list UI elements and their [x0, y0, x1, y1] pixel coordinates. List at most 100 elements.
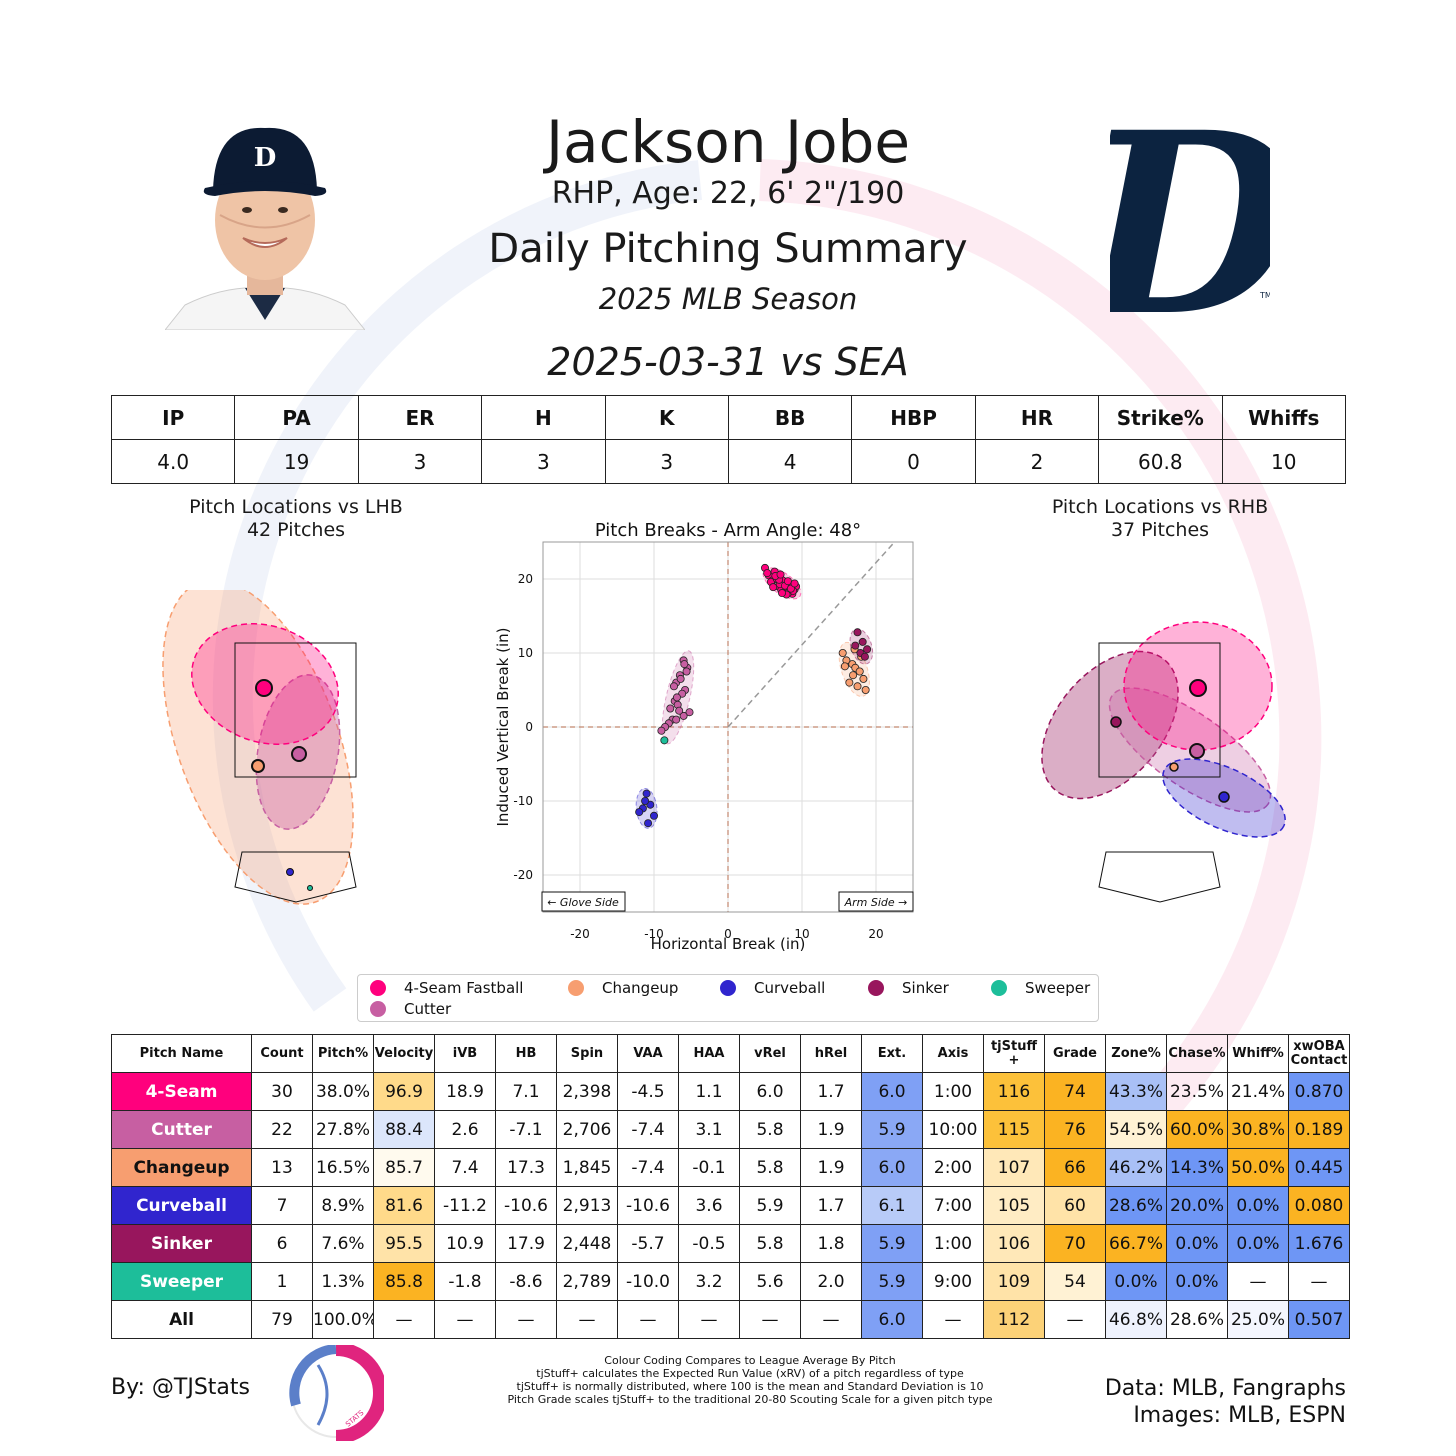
pitch-cell: -0.5: [678, 1224, 740, 1263]
cap-logo-letter: D: [254, 143, 277, 173]
point-cutter: [657, 726, 666, 735]
pitch-cell: 3.2: [678, 1262, 740, 1301]
point-changeup: [861, 685, 870, 694]
y-tick-label: 20: [518, 572, 533, 586]
pitch-cell: —: [495, 1300, 557, 1339]
pitch-cell: 109: [983, 1262, 1045, 1301]
pitch-cell: 46.2%: [1105, 1148, 1167, 1187]
pitch-header-tjstuff-: tjStuff +: [983, 1034, 1045, 1073]
point-cutter: [672, 715, 681, 724]
pitch-header-xwoba-contact: xwOBA Contact: [1288, 1034, 1350, 1073]
pitch-cell: 22: [251, 1110, 313, 1149]
pitch-cell: 5.8: [739, 1148, 801, 1187]
glove-side-box: [541, 891, 626, 912]
pitch-row-4-seam: 4-Seam 30 38.0% 96.9 18.9 7.1 2,398 -4.5 1.1 6.0 1…: [111, 1072, 1350, 1111]
legend-marker: [991, 980, 1007, 996]
legend-label: 4-Seam Fastball: [404, 979, 524, 997]
rhb-cutter-mean: [1189, 743, 1205, 759]
data-source: Data: MLB, Fangraphs: [1104, 1376, 1346, 1401]
point-sinker: [851, 641, 860, 650]
point-changeup: [853, 682, 862, 691]
point-cutter: [666, 704, 675, 713]
stats-value-h: 3: [481, 439, 606, 484]
pitch-cell: 70: [1044, 1224, 1106, 1263]
pitch-cell: —: [922, 1300, 984, 1339]
pitch-cell: 1.7: [800, 1072, 862, 1111]
pitch-cell: 116: [983, 1072, 1045, 1111]
stats-header-k: K: [604, 395, 729, 440]
pitch-header-hb: HB: [495, 1034, 557, 1073]
point-changeup: [855, 667, 864, 676]
point-sinker: [858, 637, 867, 646]
pitch-cell: 5.8: [739, 1224, 801, 1263]
pitch-cell: 1.3%: [312, 1262, 374, 1301]
pitch-cell: —: [800, 1300, 862, 1339]
stats-header-hr: HR: [974, 395, 1100, 440]
stats-header-bb: BB: [727, 395, 853, 440]
pitch-cell: -7.1: [495, 1110, 557, 1149]
glove-side-label: ← Glove Side: [547, 896, 619, 909]
pitch-cell: 17.9: [495, 1224, 557, 1263]
rhb-location-plot: [1041, 621, 1286, 903]
pitch-cell: -5.7: [617, 1224, 679, 1263]
arm-side-box: [838, 891, 914, 912]
pitch-cell: -1.8: [434, 1262, 496, 1301]
legend-item-sweeper: Sweeper: [991, 979, 1090, 997]
legend-marker: [370, 980, 386, 996]
lhb-count: 42 Pitches: [246, 519, 346, 541]
pitch-cell: 6.0: [861, 1148, 923, 1187]
pitch-cell: 0.0%: [1166, 1262, 1228, 1301]
pitch-cell: 115: [983, 1110, 1045, 1149]
lhb-panel-title: Pitch Locations vs LHB 42 Pitches: [146, 496, 446, 542]
point-curveball: [644, 819, 653, 828]
pitch-cell: 60.0%: [1166, 1110, 1228, 1149]
pitch-header-pitch-: Pitch%: [312, 1034, 374, 1073]
pitch-cell: 2,706: [556, 1110, 618, 1149]
pitch-cell: 66: [1044, 1148, 1106, 1187]
pitch-cell: 2.6: [434, 1110, 496, 1149]
pitch-cell: 13: [251, 1148, 313, 1187]
rhb-home-plate: [1098, 851, 1221, 903]
point-sinker: [860, 652, 869, 661]
pitch-name-cell: 4-Seam: [111, 1072, 252, 1111]
chart-x-ticks: -20 -10 0 10 20: [570, 927, 883, 941]
pitch-cell: 66.7%: [1105, 1224, 1167, 1263]
arm-angle-line: [727, 541, 896, 728]
chart-frame: [542, 541, 914, 913]
legend-label: Changeup: [602, 979, 679, 997]
pitch-cell: 1:00: [922, 1224, 984, 1263]
pitch-cell: 20.0%: [1166, 1186, 1228, 1225]
legend-marker: [568, 980, 584, 996]
pitch-cell: —: [1288, 1262, 1350, 1301]
pitch-cell: —: [678, 1300, 740, 1339]
pitch-cell: —: [617, 1300, 679, 1339]
rhb-sinker-ellipse: [1041, 650, 1179, 800]
stats-header-strike: Strike%: [1098, 395, 1223, 440]
pitch-cell: 1,845: [556, 1148, 618, 1187]
pitch-cell: -10.6: [495, 1186, 557, 1225]
player-name: Jackson Jobe: [545, 108, 911, 176]
pitch-cell: —: [739, 1300, 801, 1339]
stats-value-bb: 4: [727, 439, 853, 484]
point-4-seam-fastball: [769, 583, 778, 592]
pitch-cell: 7:00: [922, 1186, 984, 1225]
pitch-name-cell: Sweeper: [111, 1262, 252, 1301]
pitch-cell: 1.7: [800, 1186, 862, 1225]
pitch-cell: 0.080: [1288, 1186, 1350, 1225]
pitch-cell: 2,448: [556, 1224, 618, 1263]
chart-x-label: Horizontal Break (in): [651, 935, 806, 953]
point-curveball: [641, 796, 650, 805]
pitch-cell: 7.4: [434, 1148, 496, 1187]
pitch-cell: 76: [1044, 1110, 1106, 1149]
pitch-cell: 0.0%: [1227, 1186, 1289, 1225]
pitch-cell: 50.0%: [1227, 1148, 1289, 1187]
team-logo-letter: D: [1110, 112, 1270, 332]
stats-header-hbp: HBP: [851, 395, 976, 440]
legend-item-4-seam-fastball: 4-Seam Fastball: [370, 979, 523, 997]
pitch-cell: 28.6%: [1166, 1300, 1228, 1339]
y-tick-label: 10: [518, 646, 533, 660]
pitch-cell: -7.4: [617, 1110, 679, 1149]
pitch-cell: -11.2: [434, 1186, 496, 1225]
pitch-cell: 88.4: [373, 1110, 435, 1149]
pitch-cell: 1.9: [800, 1110, 862, 1149]
